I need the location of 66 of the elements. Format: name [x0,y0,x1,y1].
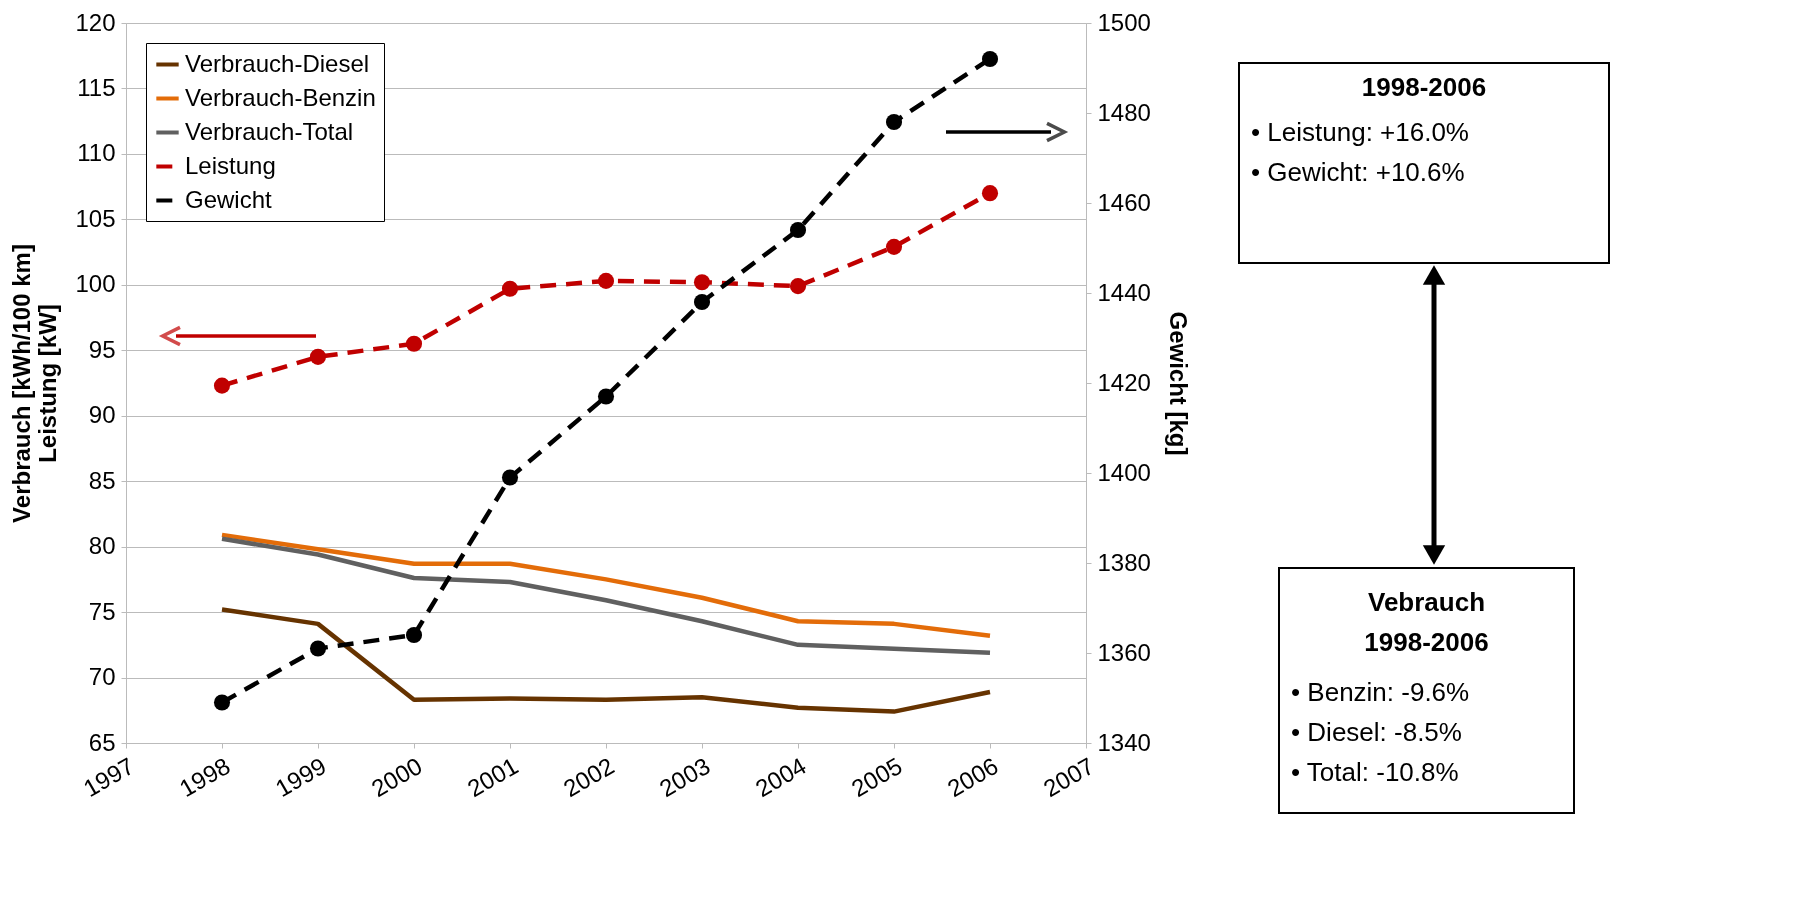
text: • Total: -10.8% [1291,757,1459,787]
legend-label: Gewicht [185,185,273,213]
point [597,272,615,289]
text: • Diesel: -8.5% [1291,717,1462,747]
x-tick-label: 2002 [558,751,619,802]
point [789,221,807,239]
y-tick-label: 100 [75,270,116,298]
x-tick-label: 2007 [1038,751,1099,802]
y-tick-label: 90 [88,401,116,429]
point [501,280,519,297]
x-tick-label: 1998 [174,751,235,802]
y-tick-label: 105 [75,204,116,232]
y2-tick-label: 1460 [1097,188,1151,216]
point [981,50,999,68]
text: • Benzin: -9.6% [1291,677,1470,707]
y-tick-label: 70 [88,663,116,691]
y-tick-label: 95 [88,335,116,363]
point [501,469,519,486]
y2-axis-title: Gewicht [kg] [1164,311,1192,456]
y-tick-label: 80 [88,532,116,560]
legend-label: Verbrauch-Diesel [185,49,370,77]
y-tick-label: 110 [77,139,116,167]
point [213,377,231,394]
y2-tick-label: 1420 [1097,368,1151,396]
point [309,348,327,365]
y-tick-label: 75 [88,597,116,625]
point [405,626,423,644]
y-tick-label: 85 [88,466,116,494]
y-tick-label: 120 [75,8,116,36]
point [693,293,711,311]
text: • Leistung: +16.0% [1251,117,1469,147]
text: 1998-2006 [1361,72,1487,102]
point [789,278,807,295]
x-tick-label: 2003 [654,751,715,802]
x-tick-label: 1999 [270,751,331,802]
x-tick-label: 2001 [462,751,523,802]
legend-label: Verbrauch-Total [185,117,354,145]
y-tick-label: 115 [77,73,116,101]
y2-tick-label: 1480 [1097,98,1151,126]
point [693,274,711,291]
x-tick-label: 2000 [366,751,427,802]
y2-tick-label: 1340 [1097,728,1151,756]
y2-tick-label: 1360 [1097,638,1151,666]
x-tick-label: 2006 [942,751,1003,802]
legend-label: Verbrauch-Benzin [185,83,376,111]
y2-tick-label: 1400 [1097,458,1151,486]
text: • Gewicht: +10.6% [1251,157,1465,187]
legend-label: Leistung [185,151,276,179]
point [981,185,999,202]
point [885,238,903,255]
point [405,335,423,352]
line-series [219,536,993,655]
point [309,640,327,657]
y-axis-title: Verbrauch [kWh/100 km] Leistung [kW] [8,244,62,523]
x-tick-label: 2004 [750,751,811,802]
point [213,694,231,711]
point [597,388,615,405]
line-series [219,607,993,714]
text: 1998-2006 [1364,627,1489,657]
text: Vebrauch [1367,587,1486,617]
y2-tick-label: 1440 [1097,278,1151,306]
line-series [219,532,993,638]
y2-tick-label: 1380 [1097,548,1151,576]
y2-tick-label: 1500 [1097,8,1151,36]
x-tick-label: 2005 [846,751,907,802]
point [885,113,903,131]
